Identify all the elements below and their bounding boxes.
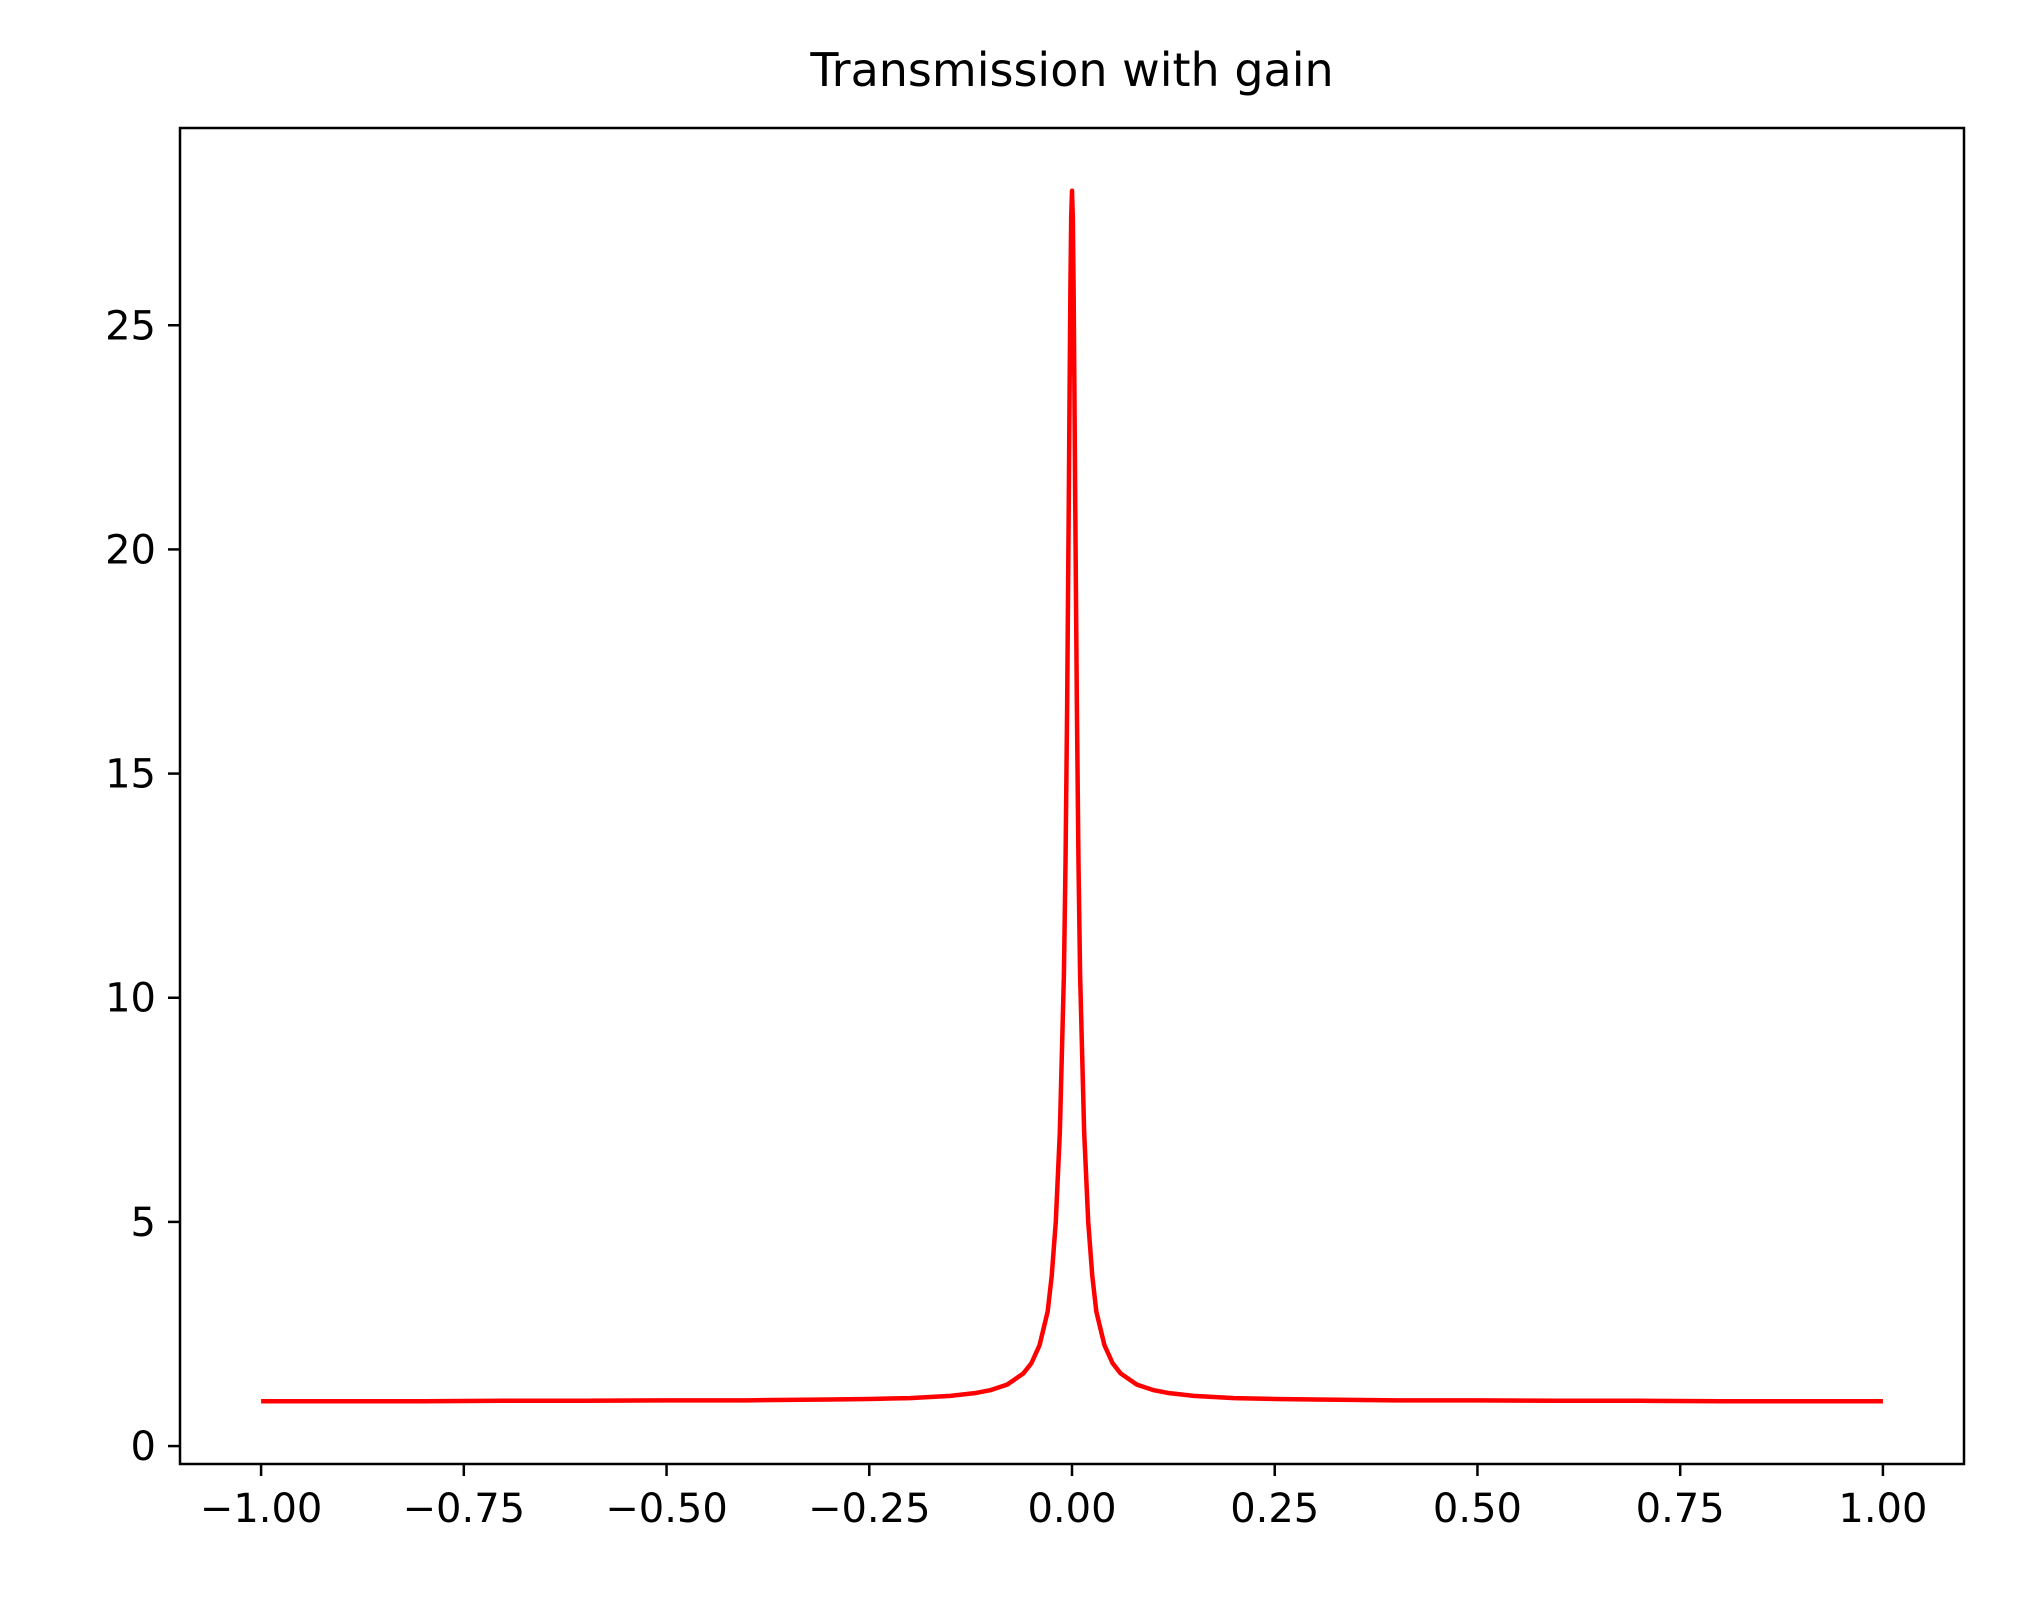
- x-tick-label: 0.25: [1230, 1486, 1319, 1532]
- x-tick-label: −0.75: [403, 1486, 526, 1532]
- y-tick-label: 5: [131, 1200, 156, 1246]
- y-tick-label: 0: [131, 1424, 156, 1470]
- x-tick-label: 0.50: [1433, 1486, 1522, 1532]
- x-tick-label: −0.50: [605, 1486, 728, 1532]
- plot-area: [261, 188, 1883, 1404]
- chart-title: Transmission with gain: [809, 43, 1333, 97]
- y-tick-label: 10: [105, 976, 156, 1022]
- y-tick-label: 25: [105, 303, 156, 349]
- x-tick-label: 1.00: [1838, 1486, 1927, 1532]
- x-tick-label: −0.25: [808, 1486, 931, 1532]
- y-tick-label: 20: [105, 527, 156, 573]
- plot-frame: [178, 126, 1966, 1466]
- x-tick-label: −1.00: [200, 1486, 323, 1532]
- series-line-0: [261, 188, 1883, 1404]
- x-tick-label: 0.75: [1636, 1486, 1725, 1532]
- x-axis: −1.00 −0.75 −0.50 −0.25 0.00 0.25 0.50 0.75 1.00: [200, 1464, 1927, 1532]
- x-tick-label: 0.00: [1027, 1486, 1116, 1532]
- y-axis: 0 5 10 15 20 25: [105, 303, 180, 1470]
- y-tick-label: 15: [105, 752, 156, 798]
